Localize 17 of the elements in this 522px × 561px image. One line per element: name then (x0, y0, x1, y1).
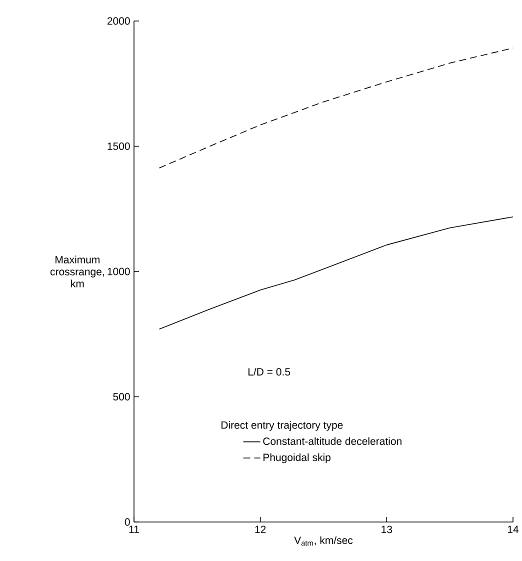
legend-title: Direct entry trajectory type (222, 421, 343, 431)
y-tick-label: 500 (113, 393, 130, 400)
x-axis-title: V$_{atm}$, km/sec (294, 536, 353, 546)
x-tick-label: 12 (255, 526, 266, 534)
line-series (158, 48, 513, 168)
y-tick-label: 1000 (108, 268, 130, 276)
y-axis-title: Maximum crossrange, km (50, 256, 104, 288)
x-tick-label: 13 (382, 526, 392, 534)
x-tick-label: 11 (129, 526, 139, 533)
legend-label: Phugoidal skip (264, 453, 330, 464)
legend-label: Constant-altitude deceleration (263, 437, 402, 445)
x-tick-label: 14 (508, 526, 519, 533)
annotation: L/D = 0.5 (248, 368, 290, 376)
y-tick-label: 0 (124, 518, 130, 526)
line-series (158, 216, 513, 330)
y-tick-label: 1500 (108, 142, 130, 150)
y-tick-label: 2000 (107, 17, 130, 25)
